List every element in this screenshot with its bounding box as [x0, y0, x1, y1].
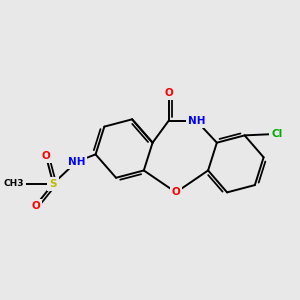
- Text: Cl: Cl: [271, 129, 282, 139]
- Text: S: S: [50, 178, 57, 189]
- Text: O: O: [164, 88, 173, 98]
- Text: NH: NH: [188, 116, 205, 126]
- Text: CH3: CH3: [4, 179, 24, 188]
- Text: O: O: [41, 151, 50, 161]
- Text: NH: NH: [68, 157, 85, 167]
- Text: O: O: [31, 200, 40, 211]
- Text: O: O: [172, 188, 180, 197]
